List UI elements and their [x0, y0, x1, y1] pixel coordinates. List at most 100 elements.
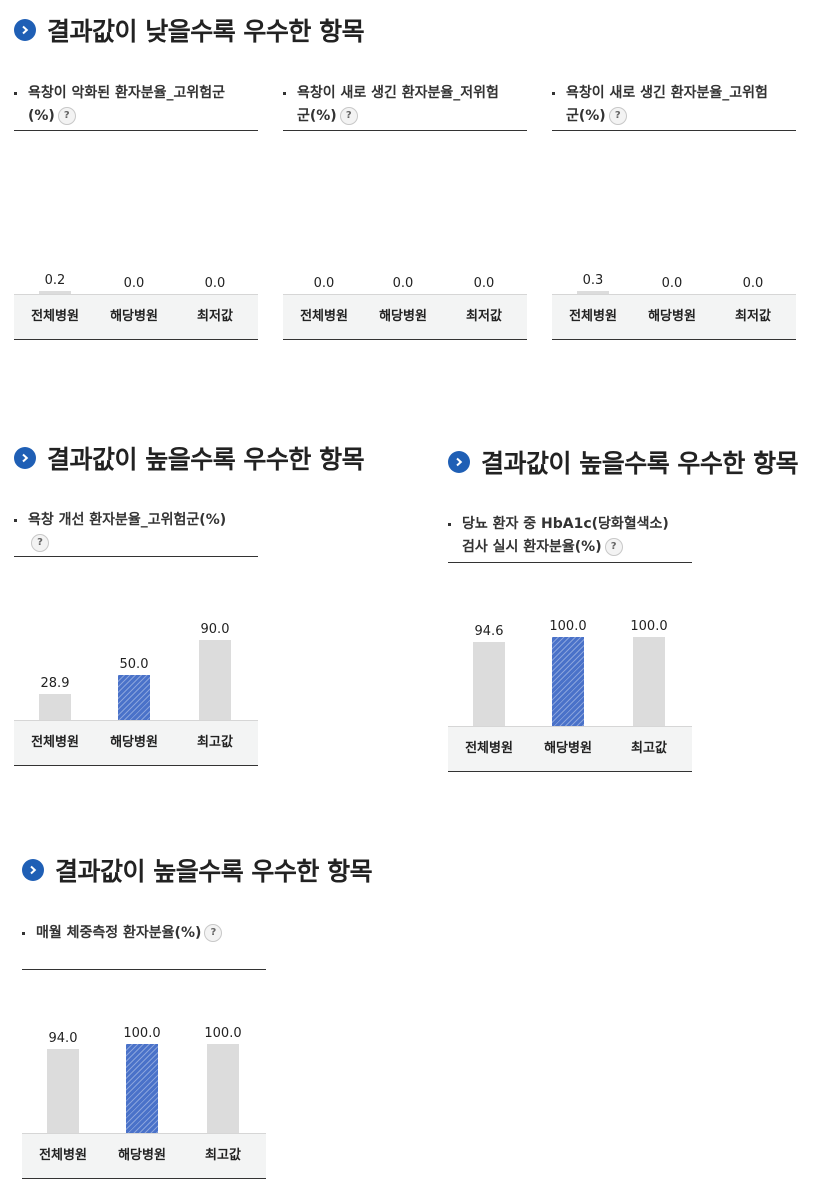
- bar-해당병원: [126, 1044, 158, 1133]
- category-label: 해당병원: [110, 735, 158, 750]
- category-axis: 전체병원 해당병원 최저값: [552, 294, 796, 340]
- bar-최고값: [207, 1044, 239, 1133]
- bullet: [283, 92, 286, 95]
- chart-card-hba1c-test-rate: 당뇨 환자 중 HbA1c(당화혈색소) 검사 실시 환자분율(%)? 94.6…: [448, 513, 692, 772]
- category-label: 전체병원: [569, 309, 617, 324]
- data-label: 100.0: [204, 1026, 242, 1041]
- plot-area: 0.3 0.0 0.0: [552, 179, 796, 294]
- category-axis: 전체병원 해당병원 최저값: [14, 294, 258, 340]
- chart-card-pressure-ulcer-improved-high-risk: 욕창 개선 환자분율_고위험군(%) ? 28.9 50.0 90.0 전체병원 해당병…: [14, 509, 258, 766]
- bar-chart: 94.0 100.0 100.0 전체병원 해당병원 최고값: [22, 1018, 266, 1179]
- bar-해당병원: [118, 675, 150, 720]
- section-title: 결과값이 낮을수록 우수한 항목: [14, 12, 365, 48]
- chart-card-pressure-ulcer-worsened-high-risk: 욕창이 악화된 환자분율_고위험군 (%)? 0.2 0.0 0.0 전체병원 해당병원…: [14, 82, 258, 340]
- bar-chart: 94.6 100.0 100.0 전체병원 해당병원 최고값: [448, 611, 692, 772]
- section-title: 결과값이 높을수록 우수한 항목: [14, 440, 365, 476]
- category-label: 최저값: [466, 309, 502, 324]
- chart-title: 욕창이 새로 생긴 환자분율_저위험 군(%)?: [283, 82, 527, 131]
- category-label: 해당병원: [379, 309, 427, 324]
- bullet: [22, 932, 25, 935]
- chart-title: 욕창 개선 환자분율_고위험군(%) ?: [14, 509, 258, 557]
- category-label: 최고값: [631, 741, 667, 756]
- bar-해당병원: [552, 637, 584, 726]
- category-axis: 전체병원 해당병원 최고값: [14, 720, 258, 766]
- plot-area: 28.9 50.0 90.0: [14, 605, 258, 720]
- chevron-right-icon: [14, 447, 36, 469]
- category-label: 전체병원: [31, 735, 79, 750]
- plot-area: 94.6 100.0 100.0: [448, 611, 692, 726]
- data-label: 0.0: [742, 276, 764, 291]
- bar-chart: 0.0 0.0 0.0 전체병원 해당병원 최저값: [283, 179, 527, 340]
- category-label: 해당병원: [110, 309, 158, 324]
- section-title-text: 결과값이 높을수록 우수한 항목: [47, 445, 365, 474]
- data-label: 100.0: [549, 619, 587, 634]
- section-title-text: 결과값이 높을수록 우수한 항목: [481, 449, 799, 478]
- bar-전체병원: [39, 291, 71, 294]
- chart-card-new-pressure-ulcer-high-risk: 욕창이 새로 생긴 환자분율_고위험 군(%)? 0.3 0.0 0.0 전체병원 해당…: [552, 82, 796, 340]
- bullet: [552, 92, 555, 95]
- data-label: 28.9: [40, 676, 70, 691]
- chevron-right-icon: [14, 19, 36, 41]
- chart-title: 욕창이 새로 생긴 환자분율_고위험 군(%)?: [552, 82, 796, 131]
- plot-area: 0.2 0.0 0.0: [14, 179, 258, 294]
- bar-chart: 0.2 0.0 0.0 전체병원 해당병원 최저값: [14, 179, 258, 340]
- category-axis: 전체병원 해당병원 최고값: [448, 726, 692, 772]
- help-icon[interactable]: ?: [31, 534, 49, 552]
- category-label: 전체병원: [465, 741, 513, 756]
- data-label: 94.6: [474, 624, 504, 639]
- category-axis: 전체병원 해당병원 최저값: [283, 294, 527, 340]
- section-title-text: 결과값이 높을수록 우수한 항목: [55, 857, 373, 886]
- category-label: 해당병원: [118, 1148, 166, 1163]
- category-label: 전체병원: [300, 309, 348, 324]
- category-label: 해당병원: [648, 309, 696, 324]
- bullet: [14, 92, 17, 95]
- data-label: 90.0: [200, 622, 230, 637]
- bar-최고값: [199, 640, 231, 720]
- data-label: 0.0: [204, 276, 226, 291]
- chart-title: 당뇨 환자 중 HbA1c(당화혈색소) 검사 실시 환자분율(%)?: [448, 513, 692, 563]
- bar-전체병원: [473, 642, 505, 726]
- help-icon[interactable]: ?: [604, 538, 623, 556]
- category-label: 전체병원: [39, 1148, 87, 1163]
- data-label: 50.0: [119, 657, 149, 672]
- help-icon[interactable]: ?: [608, 107, 627, 125]
- category-label: 최저값: [197, 309, 233, 324]
- help-icon[interactable]: ?: [339, 107, 358, 125]
- data-label: 0.0: [473, 276, 495, 291]
- section-title: 결과값이 높을수록 우수한 항목: [22, 852, 373, 888]
- data-label: 100.0: [123, 1026, 161, 1041]
- section-title-text: 결과값이 낮을수록 우수한 항목: [47, 17, 365, 46]
- category-label: 해당병원: [544, 741, 592, 756]
- data-label: 100.0: [630, 619, 668, 634]
- category-label: 최고값: [197, 735, 233, 750]
- chart-title: 매월 체중측정 환자분율(%)?: [22, 922, 266, 970]
- data-label: 0.2: [44, 273, 66, 288]
- data-label: 0.0: [313, 276, 335, 291]
- category-label: 전체병원: [31, 309, 79, 324]
- data-label: 0.0: [123, 276, 145, 291]
- chevron-right-icon: [22, 859, 44, 881]
- help-icon[interactable]: ?: [204, 924, 223, 942]
- section-title: 결과값이 높을수록 우수한 항목: [448, 444, 799, 480]
- category-label: 최고값: [205, 1148, 241, 1163]
- chart-card-monthly-weight-measurement: 매월 체중측정 환자분율(%)? 94.0 100.0 100.0 전체병원 해당병원 최…: [22, 922, 266, 1179]
- bar-전체병원: [47, 1049, 79, 1133]
- data-label: 0.3: [582, 273, 604, 288]
- chevron-right-icon: [448, 451, 470, 473]
- category-label: 최저값: [735, 309, 771, 324]
- plot-area: 94.0 100.0 100.0: [22, 1018, 266, 1133]
- bullet: [448, 523, 451, 526]
- data-label: 0.0: [661, 276, 683, 291]
- bar-chart: 28.9 50.0 90.0 전체병원 해당병원 최고값: [14, 605, 258, 766]
- data-label: 94.0: [48, 1031, 78, 1046]
- bar-전체병원: [577, 291, 609, 294]
- plot-area: 0.0 0.0 0.0: [283, 179, 527, 294]
- bar-최고값: [633, 637, 665, 726]
- bullet: [14, 519, 17, 522]
- category-axis: 전체병원 해당병원 최고값: [22, 1133, 266, 1179]
- bar-chart: 0.3 0.0 0.0 전체병원 해당병원 최저값: [552, 179, 796, 340]
- data-label: 0.0: [392, 276, 414, 291]
- help-icon[interactable]: ?: [57, 107, 76, 125]
- chart-card-new-pressure-ulcer-low-risk: 욕창이 새로 생긴 환자분율_저위험 군(%)? 0.0 0.0 0.0 전체병원 해당…: [283, 82, 527, 340]
- chart-title: 욕창이 악화된 환자분율_고위험군 (%)?: [14, 82, 258, 131]
